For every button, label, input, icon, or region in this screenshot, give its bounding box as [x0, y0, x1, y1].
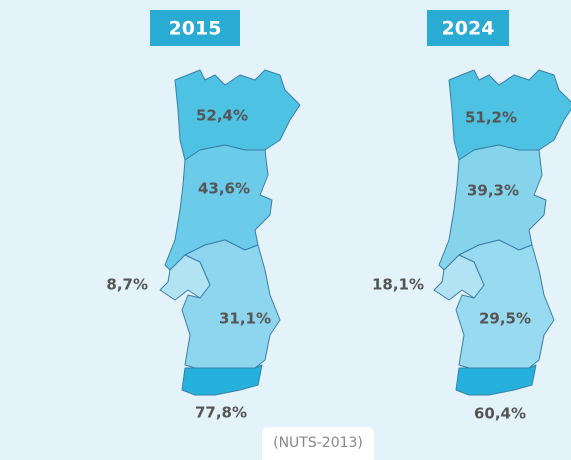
- footnote: (NUTS-2013): [273, 435, 363, 451]
- region-label: 31,1%: [219, 310, 271, 328]
- region-label: 29,5%: [479, 310, 531, 328]
- region-alentejo: [181, 239, 281, 369]
- region-algarve: [455, 364, 537, 396]
- region-lisbon: [433, 254, 485, 301]
- region-algarve: [181, 364, 263, 396]
- map-2024: 2024 51,2% 39,3% 18,1% 29,5% 60,4%: [372, 10, 571, 423]
- region-label: 39,3%: [467, 182, 519, 200]
- year-title: 2015: [169, 18, 222, 40]
- year-box: [427, 10, 509, 46]
- region-label: 18,1%: [372, 276, 424, 294]
- region-label: 8,7%: [106, 276, 148, 294]
- map-2015: 2015 52,4% 43,6% 8,7% 31,1% 77,8%: [106, 10, 301, 422]
- year-title: 2024: [442, 18, 495, 40]
- year-box: [150, 10, 240, 46]
- region-label: 43,6%: [198, 180, 250, 198]
- region-alentejo: [455, 239, 555, 369]
- region-label: 77,8%: [195, 404, 247, 422]
- region-label: 51,2%: [465, 109, 517, 127]
- region-lisbon: [159, 254, 211, 301]
- region-label: 60,4%: [474, 405, 526, 423]
- region-label: 52,4%: [196, 107, 248, 125]
- footnote-box: [262, 427, 374, 460]
